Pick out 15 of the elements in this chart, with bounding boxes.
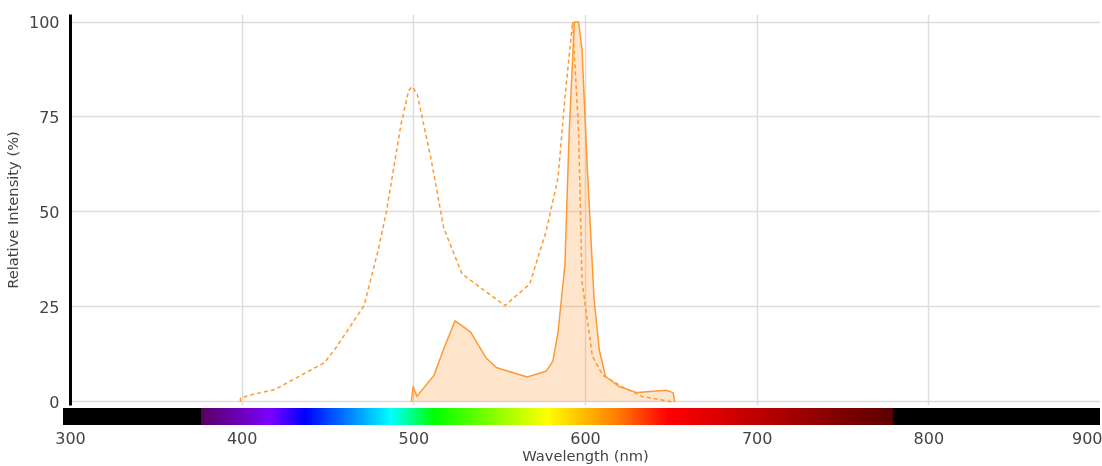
x-tick-label: 900 [1071, 428, 1102, 448]
y-tick-label: 50 [39, 202, 60, 222]
y-tick-label: 25 [39, 297, 60, 317]
x-tick-label: 700 [741, 428, 773, 448]
y-tick-label: 100 [28, 13, 60, 33]
x-axis-title: Wavelength (nm) [522, 446, 649, 464]
x-tick-label: 300 [55, 428, 86, 448]
line-series [239, 21, 673, 403]
x-tick-label: 600 [570, 428, 601, 448]
x-tick-label: 500 [398, 428, 430, 448]
x-tick-label: 400 [226, 428, 258, 448]
y-tick-label: 75 [39, 108, 60, 127]
y-axis-title: Relative Intensity (%) [3, 131, 21, 289]
x-tick-label: 800 [913, 428, 945, 448]
y-tick-label: 0 [49, 392, 60, 412]
